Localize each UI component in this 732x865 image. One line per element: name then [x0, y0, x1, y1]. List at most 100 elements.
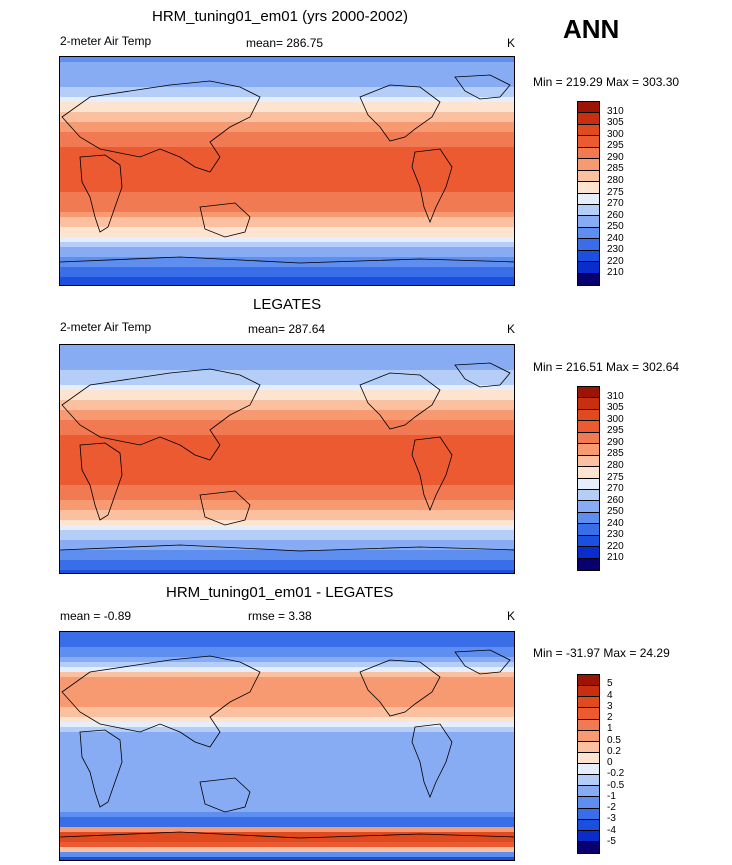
coastline [79, 442, 123, 521]
colorbar-tick-label: 295 [607, 140, 624, 152]
coastline [61, 655, 261, 748]
colorbar-tick-label: 210 [607, 552, 624, 564]
colorbar-swatch [578, 808, 599, 820]
colorbar-tick-label: 220 [607, 540, 624, 552]
colorbar-tick-label: 305 [607, 402, 624, 414]
latitude-band [60, 652, 514, 658]
latitude-band [60, 435, 514, 441]
colorbar-tick-label: 310 [607, 390, 624, 402]
latitude-band [60, 345, 514, 351]
latitude-band [60, 632, 514, 638]
latitude-band [60, 350, 514, 356]
latitude-band [60, 682, 514, 688]
latitude-band [60, 192, 514, 198]
latitude-band [60, 560, 514, 566]
latitude-band [60, 565, 514, 571]
panel2-colorbar [577, 386, 600, 571]
latitude-band [60, 410, 514, 416]
latitude-band [60, 647, 514, 653]
latitude-band [60, 515, 514, 521]
colorbar-swatch [578, 239, 599, 251]
colorbar-swatch [578, 102, 599, 114]
colorbar-swatch [578, 512, 599, 525]
latitude-band [60, 197, 514, 203]
colorbar-tick-label: 250 [607, 221, 624, 233]
latitude-band [60, 812, 514, 818]
colorbar-swatch [578, 489, 599, 502]
latitude-band [60, 152, 514, 158]
latitude-band [60, 127, 514, 133]
panel2-title: LEGATES [253, 296, 322, 313]
coastline [60, 544, 514, 552]
latitude-band [60, 697, 514, 703]
colorbar-swatch [578, 467, 599, 479]
colorbar-tick-label: -0.2 [607, 768, 625, 780]
latitude-band [60, 102, 514, 108]
latitude-band [60, 232, 514, 238]
colorbar-tick-label: -4 [607, 824, 616, 836]
coastline [359, 372, 441, 430]
latitude-band [60, 777, 514, 783]
colorbar-tick-label: 305 [607, 117, 624, 129]
panel2-variable: 2-meter Air Temp [60, 320, 152, 334]
latitude-band [60, 672, 514, 678]
latitude-band [60, 172, 514, 178]
latitude-band [60, 570, 514, 573]
latitude-band [60, 97, 514, 103]
coastline [199, 202, 251, 238]
colorbar-swatch [578, 786, 599, 798]
latitude-band [60, 167, 514, 173]
colorbar-tick-label: 275 [607, 186, 624, 198]
latitude-band [60, 420, 514, 426]
latitude-band [60, 217, 514, 223]
colorbar-swatch [578, 147, 599, 160]
panel1-mean-label: mean= [246, 36, 284, 50]
latitude-band [60, 72, 514, 78]
colorbar-swatch [578, 764, 599, 776]
panel3-rmse: rmse = 3.38 [248, 609, 312, 623]
coastline [411, 723, 453, 799]
latitude-band [60, 222, 514, 228]
latitude-band [60, 530, 514, 536]
coastline [411, 148, 453, 224]
colorbar-tick-label: 300 [607, 413, 624, 425]
latitude-band [60, 550, 514, 556]
latitude-band [60, 505, 514, 511]
latitude-band [60, 807, 514, 813]
panel3-mean: mean = -0.89 [60, 609, 131, 623]
latitude-band [60, 852, 514, 858]
latitude-band [60, 485, 514, 491]
latitude-band [60, 62, 514, 68]
coastline [359, 84, 441, 142]
latitude-band [60, 425, 514, 431]
colorbar-tick-label: 3 [607, 700, 613, 712]
latitude-band [60, 832, 514, 838]
latitude-band [60, 112, 514, 118]
colorbar-tick-label: 5 [607, 678, 613, 690]
latitude-band [60, 247, 514, 253]
latitude-band [60, 757, 514, 763]
colorbar-swatch [578, 204, 599, 217]
latitude-band [60, 737, 514, 743]
latitude-band [60, 187, 514, 193]
panel1-units: K [507, 36, 516, 50]
colorbar-tick-label: 1 [607, 723, 613, 735]
latitude-band [60, 857, 514, 860]
latitude-band [60, 227, 514, 233]
panel3-colorbar [577, 674, 600, 854]
panel3-units: K [507, 609, 516, 623]
latitude-band [60, 450, 514, 456]
latitude-band [60, 470, 514, 476]
latitude-band [60, 490, 514, 496]
colorbar-swatch [578, 113, 599, 125]
colorbar-tick-label: 270 [607, 198, 624, 210]
latitude-band [60, 207, 514, 213]
panel1-mean-value: 286.75 [286, 36, 324, 50]
colorbar-swatch [578, 273, 599, 285]
latitude-band [60, 395, 514, 401]
colorbar-tick-label: -5 [607, 835, 616, 847]
latitude-band [60, 360, 514, 366]
latitude-band [60, 370, 514, 376]
colorbar-swatch [578, 797, 599, 809]
latitude-band [60, 212, 514, 218]
